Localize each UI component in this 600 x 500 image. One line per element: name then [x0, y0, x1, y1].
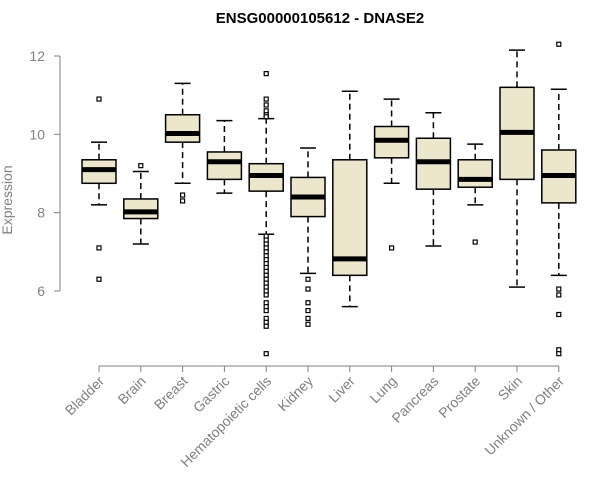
x-tick-label: Kidney — [275, 373, 317, 415]
outlier-point — [556, 351, 562, 357]
y-axis-label: Expression — [0, 165, 15, 234]
outlier-point — [96, 276, 102, 282]
x-tick-label: Bladder — [62, 373, 108, 419]
outlier-point — [263, 71, 269, 77]
iqr-box — [123, 198, 159, 220]
outlier-point — [180, 198, 186, 204]
outlier-point — [556, 286, 562, 292]
box-group — [457, 143, 493, 245]
y-tick-label: 10 — [29, 126, 45, 142]
y-tick-label: 6 — [37, 283, 45, 299]
outlier-point — [556, 41, 562, 47]
outlier-point — [263, 292, 269, 298]
box-group — [290, 147, 326, 327]
iqr-box — [164, 114, 201, 143]
y-tick-label: 12 — [29, 48, 45, 64]
box-group — [499, 49, 535, 288]
chart-title: ENSG00000105612 - DNASE2 — [216, 10, 424, 27]
outlier-point — [263, 96, 269, 102]
box-group — [373, 98, 410, 251]
y-tick-label: 8 — [37, 205, 45, 221]
x-tick-label: Brain — [114, 373, 148, 407]
outlier-point — [305, 315, 311, 322]
box-group — [206, 119, 243, 194]
outlier-point — [305, 321, 311, 327]
x-tick-label: Skin — [495, 373, 526, 404]
outlier-point — [305, 276, 311, 282]
outlier-point — [138, 163, 144, 169]
x-tick-label: Lung — [366, 373, 399, 406]
x-tick-label: Prostate — [435, 373, 483, 421]
outlier-point — [263, 102, 269, 108]
outlier-point — [472, 239, 478, 245]
outlier-point — [305, 286, 311, 292]
outlier-point — [389, 245, 395, 251]
outlier-point — [96, 96, 102, 102]
box-series — [81, 41, 577, 357]
box-group — [81, 96, 117, 282]
iqr-box — [332, 159, 368, 277]
iqr-box — [457, 159, 493, 188]
outlier-point — [263, 307, 269, 314]
outlier-point — [305, 300, 311, 306]
outlier-point — [305, 307, 311, 314]
box-group — [415, 112, 452, 247]
iqr-box — [206, 151, 243, 181]
y-axis: 6 8 10 12 — [29, 48, 61, 299]
box-group — [164, 82, 201, 204]
outlier-point — [180, 192, 186, 198]
x-tick-label: Liver — [325, 373, 358, 406]
outlier-point — [263, 114, 269, 120]
box-group — [123, 163, 159, 245]
box-group — [332, 90, 368, 308]
outlier-point — [96, 245, 102, 251]
x-tick-label: Breast — [151, 373, 191, 413]
outlier-point — [263, 351, 269, 357]
box-group — [541, 41, 577, 357]
outlier-point — [556, 292, 562, 298]
outlier-point — [263, 323, 269, 329]
outlier-point — [556, 311, 562, 318]
box-group — [248, 71, 284, 357]
x-tick-label: Unknown / Other — [481, 373, 567, 459]
